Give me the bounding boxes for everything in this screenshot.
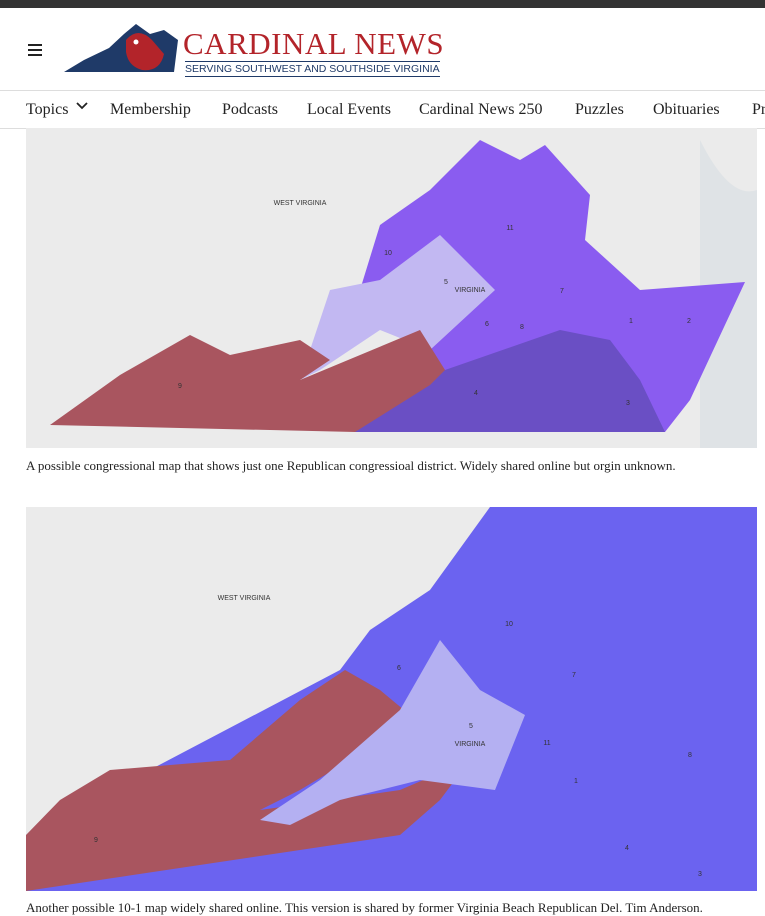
map-label: 6 bbox=[397, 665, 401, 672]
map-image: WEST VIRGINIA VIRGINIA 10 11 5 7 6 8 1 2 9 4 3 bbox=[26, 128, 757, 448]
map-label: 10 bbox=[384, 250, 392, 257]
header: CARDINAL NEWS SERVING SOUTHWEST AND SOUT… bbox=[0, 8, 765, 91]
map-label: 4 bbox=[625, 845, 629, 852]
nav-item[interactable]: Puzzles bbox=[575, 101, 624, 118]
logo-title[interactable]: CARDINAL NEWS bbox=[183, 26, 445, 61]
map-image: WEST VIRGINIA VIRGINIA 10 7 6 5 11 8 1 9 4 3 bbox=[26, 507, 757, 891]
map-label: 1 bbox=[629, 318, 633, 325]
map-label: 3 bbox=[698, 871, 702, 878]
map-label: WEST VIRGINIA bbox=[274, 200, 327, 207]
caption: A possible congressional map that shows … bbox=[26, 458, 676, 473]
logo-mark[interactable] bbox=[64, 20, 182, 76]
map-label: 6 bbox=[485, 321, 489, 328]
nav-bar: Topics Membership Podcasts Local Events Card… bbox=[0, 91, 765, 129]
nav-item[interactable]: Topics bbox=[26, 101, 69, 118]
nav-item[interactable]: Obituaries bbox=[653, 101, 720, 118]
map-label: 7 bbox=[572, 672, 576, 679]
map-label: 9 bbox=[178, 383, 182, 390]
logo-tagline: SERVING SOUTHWEST AND SOUTHSIDE VIRGINIA bbox=[185, 61, 440, 77]
map-label: 5 bbox=[469, 723, 473, 730]
nav-item[interactable]: Pr bbox=[752, 101, 765, 118]
map-label: 11 bbox=[506, 225, 513, 232]
map-label: 8 bbox=[520, 324, 524, 331]
map-label: 7 bbox=[560, 288, 564, 295]
map-label: 10 bbox=[505, 621, 513, 628]
caption: Another possible 10-1 map widely shared … bbox=[26, 900, 703, 915]
map-label: VIRGINIA bbox=[455, 287, 486, 294]
menu-button[interactable] bbox=[28, 44, 42, 59]
map-label: 5 bbox=[444, 279, 448, 286]
map-label: 2 bbox=[687, 318, 691, 325]
map-label: 4 bbox=[474, 390, 478, 397]
nav-item[interactable]: Membership bbox=[110, 101, 191, 118]
map-label: 9 bbox=[94, 837, 98, 844]
map-label: VIRGINIA bbox=[455, 741, 486, 748]
map-label: 11 bbox=[543, 740, 550, 747]
map-label: 1 bbox=[574, 778, 578, 785]
map-label: WEST VIRGINIA bbox=[218, 595, 271, 602]
top-bar bbox=[0, 0, 765, 8]
nav-item[interactable]: Local Events bbox=[307, 101, 391, 118]
nav-item[interactable]: Podcasts bbox=[222, 101, 278, 118]
nav-item[interactable]: Cardinal News 250 bbox=[419, 101, 543, 118]
map-label: 3 bbox=[626, 400, 630, 407]
dropdown-chevron[interactable] bbox=[76, 99, 88, 117]
map-label: 8 bbox=[688, 752, 692, 759]
